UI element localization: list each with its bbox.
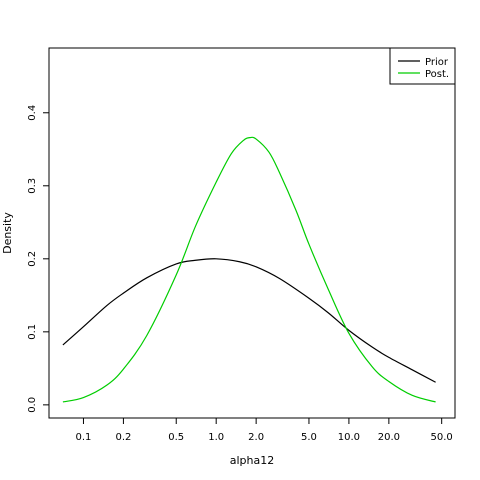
series-line-post — [62, 136, 436, 403]
y-tick-label: 0.2 — [27, 251, 38, 267]
y-tick-label: 0.0 — [27, 397, 38, 413]
x-tick-label: 0.1 — [76, 432, 92, 443]
y-tick-label: 0.3 — [27, 178, 38, 194]
x-tick-label: 50.0 — [431, 432, 453, 443]
legend-box — [389, 47, 456, 85]
series-layer — [62, 136, 436, 403]
legend-label-prior: Prior — [425, 57, 449, 68]
x-tick-label: 20.0 — [378, 432, 400, 443]
x-axis: 0.1 0.2 0.5 1.0 2.0 5.0 10.0 20.0 50.0 — [76, 418, 453, 443]
legend-label-post: Post. — [425, 69, 449, 80]
plot-frame — [48, 47, 456, 419]
x-tick-label: 2.0 — [248, 432, 264, 443]
y-tick-label: 0.1 — [27, 324, 38, 340]
x-tick-label: 0.5 — [168, 432, 184, 443]
series-line-prior — [62, 258, 436, 383]
legend: Prior Post. — [389, 47, 456, 85]
x-tick-label: 5.0 — [301, 432, 317, 443]
x-tick-label: 10.0 — [338, 432, 360, 443]
y-tick-label: 0.4 — [27, 105, 38, 121]
y-axis: 0.0 0.1 0.2 0.3 0.4 — [27, 105, 49, 413]
x-axis-label: alpha12 — [230, 454, 275, 467]
x-tick-label: 1.0 — [208, 432, 224, 443]
y-axis-label: Density — [1, 212, 14, 254]
x-tick-label: 0.2 — [115, 432, 131, 443]
